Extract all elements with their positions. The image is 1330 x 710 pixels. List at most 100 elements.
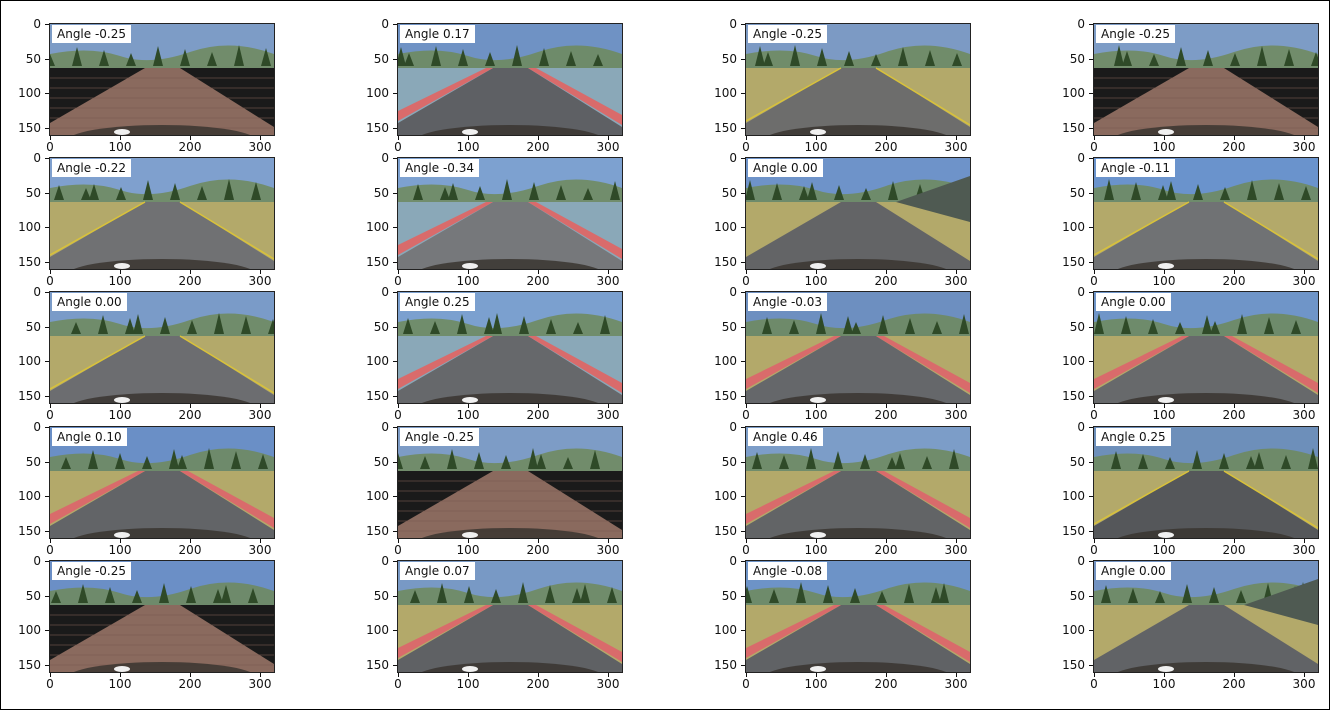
y-tick-mark <box>741 227 745 229</box>
road-camera-image <box>745 157 971 270</box>
y-tick-mark <box>1089 531 1093 533</box>
x-tick-mark <box>1094 270 1095 274</box>
road-camera-image <box>397 426 623 539</box>
y-tick-mark <box>45 227 49 229</box>
y-tick-mark <box>45 427 49 428</box>
x-tick-mark <box>1094 539 1095 543</box>
x-tick-mark <box>608 539 609 543</box>
road-camera-image <box>1093 560 1319 673</box>
y-tick-mark <box>1089 595 1093 597</box>
x-tick-label: 0 <box>742 543 750 557</box>
x-tick-label: 0 <box>46 140 54 154</box>
y-tick-label: 50 <box>721 454 737 469</box>
y-tick-label: 150 <box>714 524 737 539</box>
x-tick-mark <box>260 270 261 274</box>
x-tick-label: 0 <box>394 140 402 154</box>
x-tick-label: 0 <box>742 140 750 154</box>
x-tick-label: 200 <box>874 274 898 288</box>
y-tick-label: 150 <box>1062 524 1085 539</box>
road-scene <box>746 158 970 269</box>
x-tick-label: 0 <box>1090 274 1098 288</box>
x-tick-label: 300 <box>944 408 968 422</box>
x-tick-label: 0 <box>394 677 402 691</box>
x-tick-mark <box>886 270 887 274</box>
y-tick-mark <box>1089 496 1093 498</box>
road-camera-image <box>49 560 275 673</box>
y-tick-mark <box>1089 158 1093 159</box>
x-tick-label: 200 <box>526 543 550 557</box>
x-tick-mark <box>1304 404 1305 408</box>
x-tick-label: 300 <box>596 274 620 288</box>
x-tick-label: 100 <box>1152 140 1176 154</box>
y-tick-label: 50 <box>1069 319 1085 334</box>
x-tick-label: 0 <box>1090 677 1098 691</box>
x-tick-mark <box>746 404 747 408</box>
y-tick-mark <box>393 595 397 597</box>
x-tick-label: 300 <box>248 274 272 288</box>
y-tick-label: 100 <box>1062 354 1085 369</box>
y-tick-mark <box>393 461 397 463</box>
x-tick-label: 100 <box>1152 677 1176 691</box>
y-tick-label: 150 <box>366 389 389 404</box>
x-tick-label: 300 <box>248 408 272 422</box>
road-scene <box>746 24 970 135</box>
road-scene <box>398 561 622 672</box>
x-tick-label: 300 <box>596 543 620 557</box>
y-tick-label: 0 <box>729 17 737 31</box>
y-tick-mark <box>741 665 745 667</box>
steering-angle-label: Angle -0.22 <box>52 159 132 177</box>
y-tick-mark <box>741 531 745 533</box>
y-tick-mark <box>741 24 745 25</box>
steering-angle-label: Angle 0.25 <box>1096 428 1171 446</box>
y-tick-label: 50 <box>721 185 737 200</box>
x-tick-label: 200 <box>178 543 202 557</box>
road-scene <box>50 292 274 403</box>
steering-angle-label: Angle 0.00 <box>52 293 127 311</box>
y-tick-mark <box>393 361 397 363</box>
y-tick-label: 100 <box>366 489 389 504</box>
x-tick-mark <box>538 539 539 543</box>
y-tick-label: 100 <box>366 354 389 369</box>
y-tick-label: 100 <box>1062 220 1085 235</box>
x-tick-label: 100 <box>1152 274 1176 288</box>
image-panel: Angle -0.08 <box>745 560 971 673</box>
y-tick-mark <box>741 595 745 597</box>
y-tick-mark <box>45 461 49 463</box>
y-tick-label: 150 <box>714 658 737 673</box>
y-tick-label: 50 <box>25 319 41 334</box>
y-tick-label: 100 <box>714 354 737 369</box>
steering-angle-label: Angle 0.07 <box>400 562 475 580</box>
y-tick-mark <box>1089 227 1093 229</box>
y-tick-mark <box>45 262 49 264</box>
x-tick-mark <box>398 539 399 543</box>
x-tick-mark <box>1304 136 1305 140</box>
y-tick-label: 50 <box>25 588 41 603</box>
y-tick-label: 150 <box>714 255 737 270</box>
road-camera-image <box>745 23 971 136</box>
x-tick-label: 100 <box>804 408 828 422</box>
y-tick-mark <box>45 58 49 60</box>
x-tick-mark <box>468 136 469 140</box>
x-tick-label: 100 <box>108 140 132 154</box>
y-tick-mark <box>393 427 397 428</box>
y-tick-label: 150 <box>714 121 737 136</box>
y-tick-label: 0 <box>729 554 737 568</box>
y-tick-label: 150 <box>18 658 41 673</box>
y-tick-mark <box>45 326 49 328</box>
y-tick-mark <box>45 665 49 667</box>
steering-angle-label: Angle 0.17 <box>400 25 475 43</box>
steering-angle-label: Angle -0.03 <box>748 293 828 311</box>
y-tick-mark <box>741 461 745 463</box>
x-tick-label: 100 <box>108 543 132 557</box>
x-tick-mark <box>1304 539 1305 543</box>
y-tick-mark <box>1089 461 1093 463</box>
x-tick-mark <box>1094 673 1095 677</box>
x-tick-mark <box>190 404 191 408</box>
y-tick-mark <box>1089 665 1093 667</box>
x-tick-label: 100 <box>108 408 132 422</box>
y-tick-label: 50 <box>373 319 389 334</box>
y-tick-label: 0 <box>729 151 737 165</box>
y-tick-mark <box>45 158 49 159</box>
x-tick-mark <box>190 270 191 274</box>
y-tick-label: 100 <box>1062 86 1085 101</box>
